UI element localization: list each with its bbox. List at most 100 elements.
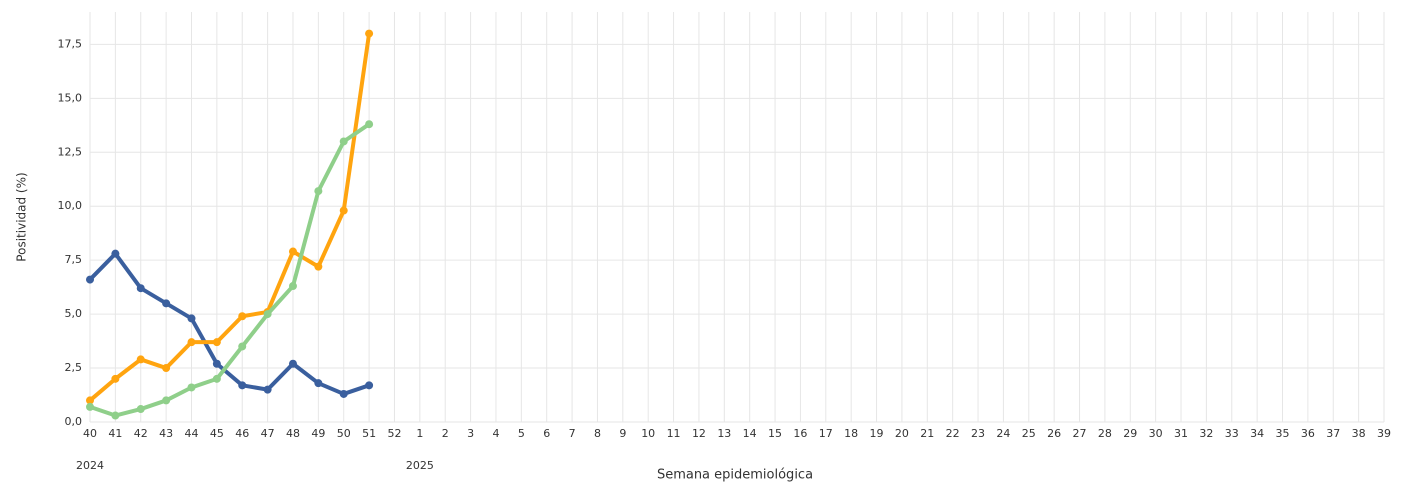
x-tick-label: 7: [569, 427, 576, 440]
x-tick-label: 51: [362, 427, 376, 440]
year-label: 2024: [76, 459, 104, 472]
y-tick-label: 0,0: [65, 415, 83, 428]
x-tick-label: 22: [946, 427, 960, 440]
x-tick-label: 5: [518, 427, 525, 440]
data-point: [212, 374, 221, 383]
data-point: [86, 402, 94, 411]
x-tick-label: 17: [819, 427, 833, 440]
x-tick-label: 41: [108, 427, 122, 440]
data-point: [365, 120, 374, 129]
x-tick-label: 47: [261, 427, 275, 440]
data-point: [339, 389, 348, 398]
x-tick-label: 6: [543, 427, 550, 440]
x-tick-label: 23: [971, 427, 985, 440]
x-tick-label: 24: [996, 427, 1010, 440]
data-point: [212, 359, 221, 368]
data-point: [263, 385, 272, 394]
x-tick-label: 43: [159, 427, 173, 440]
x-tick-label: 35: [1276, 427, 1290, 440]
y-tick-label: 10,0: [58, 199, 83, 212]
x-tick-label: 8: [594, 427, 601, 440]
data-point: [162, 396, 171, 405]
x-tick-label: 48: [286, 427, 300, 440]
data-point: [314, 262, 323, 271]
x-tick-label: 36: [1301, 427, 1315, 440]
data-point: [136, 284, 145, 293]
series-line: [89, 122, 371, 418]
x-tick-label: 46: [235, 427, 249, 440]
y-axis-title: Positividad (%): [15, 172, 29, 261]
x-tick-label: 26: [1047, 427, 1061, 440]
data-point: [365, 381, 374, 390]
x-tick-label: 37: [1326, 427, 1340, 440]
x-tick-label: 39: [1377, 427, 1391, 440]
x-tick-label: 14: [743, 427, 757, 440]
series-line: [88, 251, 370, 396]
data-point: [212, 338, 221, 347]
x-tick-label: 45: [210, 427, 224, 440]
y-tick-label: 5,0: [65, 307, 83, 320]
data-point: [238, 381, 247, 390]
y-tick-label: 15,0: [58, 91, 83, 104]
x-tick-label: 31: [1174, 427, 1188, 440]
x-tick-label: 49: [311, 427, 325, 440]
x-tick-label: 21: [920, 427, 934, 440]
data-point: [187, 314, 196, 323]
x-tick-label: 9: [619, 427, 626, 440]
data-point: [111, 411, 120, 420]
x-tick-label: 19: [870, 427, 884, 440]
x-tick-label: 20: [895, 427, 909, 440]
x-tick-label: 4: [492, 427, 499, 440]
x-tick-label: 12: [692, 427, 706, 440]
x-tick-label: 30: [1149, 427, 1163, 440]
data-point: [339, 137, 348, 146]
data-point: [162, 299, 171, 308]
x-tick-label: 38: [1352, 427, 1366, 440]
x-axis-title: Semana epidemiológica: [657, 468, 813, 483]
x-tick-label: 52: [387, 427, 401, 440]
x-tick-label: 34: [1250, 427, 1264, 440]
x-tick-label: 13: [717, 427, 731, 440]
data-point: [314, 187, 323, 196]
x-tick-label: 29: [1123, 427, 1137, 440]
data-point: [136, 405, 145, 414]
data-point: [187, 338, 196, 347]
x-tick-label: 44: [184, 427, 198, 440]
x-tick-label: 28: [1098, 427, 1112, 440]
data-point: [288, 282, 297, 291]
x-tick-label: 16: [793, 427, 807, 440]
x-tick-label: 18: [844, 427, 858, 440]
data-point: [86, 275, 94, 284]
data-point: [86, 396, 94, 405]
x-tick-label: 15: [768, 427, 782, 440]
data-point: [314, 379, 323, 388]
x-tick-label: 3: [467, 427, 474, 440]
x-tick-label: 1: [416, 427, 423, 440]
y-tick-label: 7,5: [65, 253, 83, 266]
data-point: [238, 342, 247, 351]
data-point: [288, 247, 297, 256]
data-point: [339, 206, 348, 215]
x-tick-label: 33: [1225, 427, 1239, 440]
x-tick-label: 25: [1022, 427, 1036, 440]
data-point: [162, 364, 171, 373]
data-point: [136, 355, 145, 364]
data-point: [187, 383, 196, 392]
x-tick-label: 50: [337, 427, 351, 440]
data-point: [263, 310, 272, 319]
x-tick-label: 32: [1199, 427, 1213, 440]
data-point: [111, 249, 120, 258]
y-tick-label: 2,5: [65, 361, 83, 374]
x-tick-label: 40: [83, 427, 97, 440]
data-point: [288, 359, 297, 368]
year-label: 2025: [406, 459, 434, 472]
series-line: [88, 33, 372, 402]
data-point: [365, 29, 374, 38]
x-tick-label: 10: [641, 427, 655, 440]
y-tick-label: 12,5: [58, 145, 83, 158]
data-point: [238, 312, 247, 321]
x-tick-label: 11: [667, 427, 681, 440]
x-tick-label: 27: [1073, 427, 1087, 440]
y-tick-label: 17,5: [58, 37, 83, 50]
